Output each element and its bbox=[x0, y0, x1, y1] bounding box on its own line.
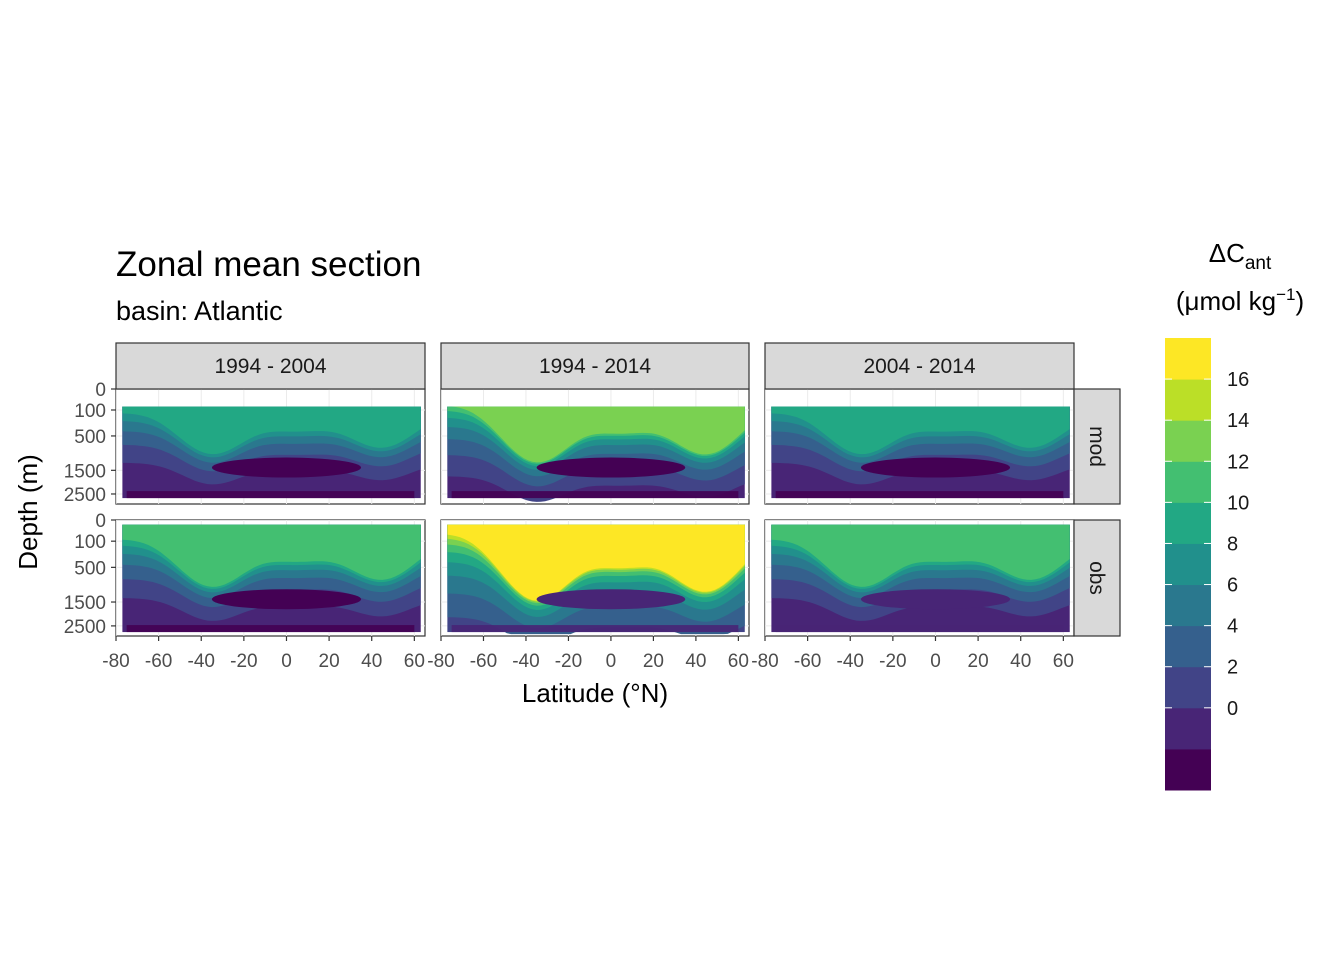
legend-colorbar bbox=[1165, 338, 1211, 791]
contour-field bbox=[447, 524, 745, 635]
y-tick-label: 500 bbox=[74, 558, 106, 579]
legend-swatch bbox=[1165, 625, 1211, 668]
x-tick-label: 0 bbox=[281, 651, 292, 672]
legend-swatch bbox=[1165, 584, 1211, 627]
y-tick-label: 2500 bbox=[64, 485, 106, 506]
x-axes: -80 -60 -40 -20 0 20 40 60 -80 -60 -40 -20 0 20 40 60 -8… bbox=[102, 636, 1074, 672]
x-tick-label: 60 bbox=[1053, 651, 1074, 672]
x-tick-label: 0 bbox=[606, 651, 617, 672]
legend-break-label: 2 bbox=[1227, 657, 1238, 679]
y-tick-label: 100 bbox=[74, 532, 106, 553]
x-tick-label: 40 bbox=[685, 651, 706, 672]
facet-strips: 1994 - 2004 1994 - 2014 2004 - 2014 mod obs bbox=[115, 342, 1121, 637]
x-tick-label: 20 bbox=[968, 651, 989, 672]
legend-break-label: 6 bbox=[1227, 575, 1238, 597]
x-tick-label: 60 bbox=[728, 651, 749, 672]
x-tick-label: -40 bbox=[188, 651, 215, 672]
panel-mod-2 bbox=[764, 388, 1075, 505]
column-strip bbox=[440, 342, 750, 390]
contour-field bbox=[447, 406, 745, 502]
y-tick-label: 2500 bbox=[64, 617, 106, 638]
column-strip-label: 1994 - 2014 bbox=[539, 355, 651, 378]
x-tick-label: -80 bbox=[427, 651, 454, 672]
x-tick-label: -80 bbox=[751, 651, 778, 672]
y-axis-title: Depth (m) bbox=[13, 454, 43, 570]
legend-swatch bbox=[1165, 420, 1211, 462]
x-tick-label: -60 bbox=[145, 651, 172, 672]
x-tick-label: 40 bbox=[1010, 651, 1031, 672]
x-tick-label: -40 bbox=[837, 651, 864, 672]
x-axis-title: Latitude (°N) bbox=[522, 678, 668, 708]
y-tick-label: 0 bbox=[95, 380, 106, 401]
contour-field bbox=[122, 406, 421, 499]
row-strip-label: mod bbox=[1085, 426, 1108, 467]
panel-mod-1 bbox=[440, 388, 750, 505]
legend-swatch bbox=[1165, 502, 1211, 544]
legend-swatch bbox=[1165, 461, 1211, 503]
legend-break-label: 16 bbox=[1227, 369, 1249, 391]
legend-break-label: 4 bbox=[1227, 616, 1238, 638]
legend-break-label: 8 bbox=[1227, 533, 1238, 555]
row-strip-label: obs bbox=[1085, 561, 1108, 595]
legend-break-label: 0 bbox=[1227, 698, 1238, 720]
x-tick-label: -20 bbox=[230, 651, 257, 672]
y-tick-label: 1500 bbox=[64, 461, 106, 482]
x-tick-label: -20 bbox=[555, 651, 582, 672]
y-tick-label: 100 bbox=[74, 401, 106, 422]
contour-field bbox=[122, 524, 421, 633]
chart-title: Zonal mean section bbox=[116, 245, 421, 284]
x-tick-label: 20 bbox=[319, 651, 340, 672]
legend-swatch bbox=[1165, 748, 1211, 791]
legend-swatch bbox=[1165, 543, 1211, 586]
x-tick-label: -60 bbox=[794, 651, 821, 672]
color-legend: ΔCant (μmol kg−1) 16 14 12 10 8 6 4 2 0 bbox=[1165, 238, 1304, 791]
y-tick-label: 1500 bbox=[64, 593, 106, 614]
legend-break-label: 12 bbox=[1227, 451, 1249, 473]
row-strip bbox=[1073, 388, 1121, 505]
panel-obs-1 bbox=[440, 519, 750, 637]
y-tick-label: 500 bbox=[74, 427, 106, 448]
legend-unit: (μmol kg−1) bbox=[1176, 285, 1304, 316]
legend-break-label: 14 bbox=[1227, 410, 1249, 432]
x-tick-label: 60 bbox=[404, 651, 425, 672]
panel-mod-0 bbox=[115, 388, 426, 505]
column-strip-label: 2004 - 2014 bbox=[863, 355, 975, 378]
column-strip bbox=[764, 342, 1075, 390]
panel-obs-0 bbox=[115, 519, 426, 637]
y-tick-label: 0 bbox=[95, 511, 106, 532]
x-tick-label: 40 bbox=[361, 651, 382, 672]
legend-break-label: 10 bbox=[1227, 492, 1249, 514]
x-tick-label: -20 bbox=[879, 651, 906, 672]
facet-panels bbox=[115, 388, 1075, 637]
legend-swatch bbox=[1165, 379, 1211, 421]
column-strip-label: 1994 - 2004 bbox=[214, 355, 326, 378]
x-tick-label: 20 bbox=[643, 651, 664, 672]
legend-labels: 16 14 12 10 8 6 4 2 0 bbox=[1165, 369, 1249, 720]
legend-title: ΔCant bbox=[1209, 238, 1272, 274]
x-tick-label: -60 bbox=[470, 651, 497, 672]
row-strip bbox=[1073, 519, 1121, 637]
x-tick-label: 0 bbox=[930, 651, 941, 672]
x-tick-label: -40 bbox=[512, 651, 539, 672]
x-tick-label: -80 bbox=[102, 651, 129, 672]
legend-swatch bbox=[1165, 338, 1211, 380]
panel-obs-2 bbox=[764, 519, 1075, 637]
chart-subtitle: basin: Atlantic bbox=[116, 296, 283, 326]
legend-swatch bbox=[1165, 707, 1211, 750]
legend-swatch bbox=[1165, 666, 1211, 709]
column-strip bbox=[115, 342, 426, 390]
contour-field bbox=[771, 406, 1070, 499]
contour-field bbox=[771, 524, 1070, 633]
